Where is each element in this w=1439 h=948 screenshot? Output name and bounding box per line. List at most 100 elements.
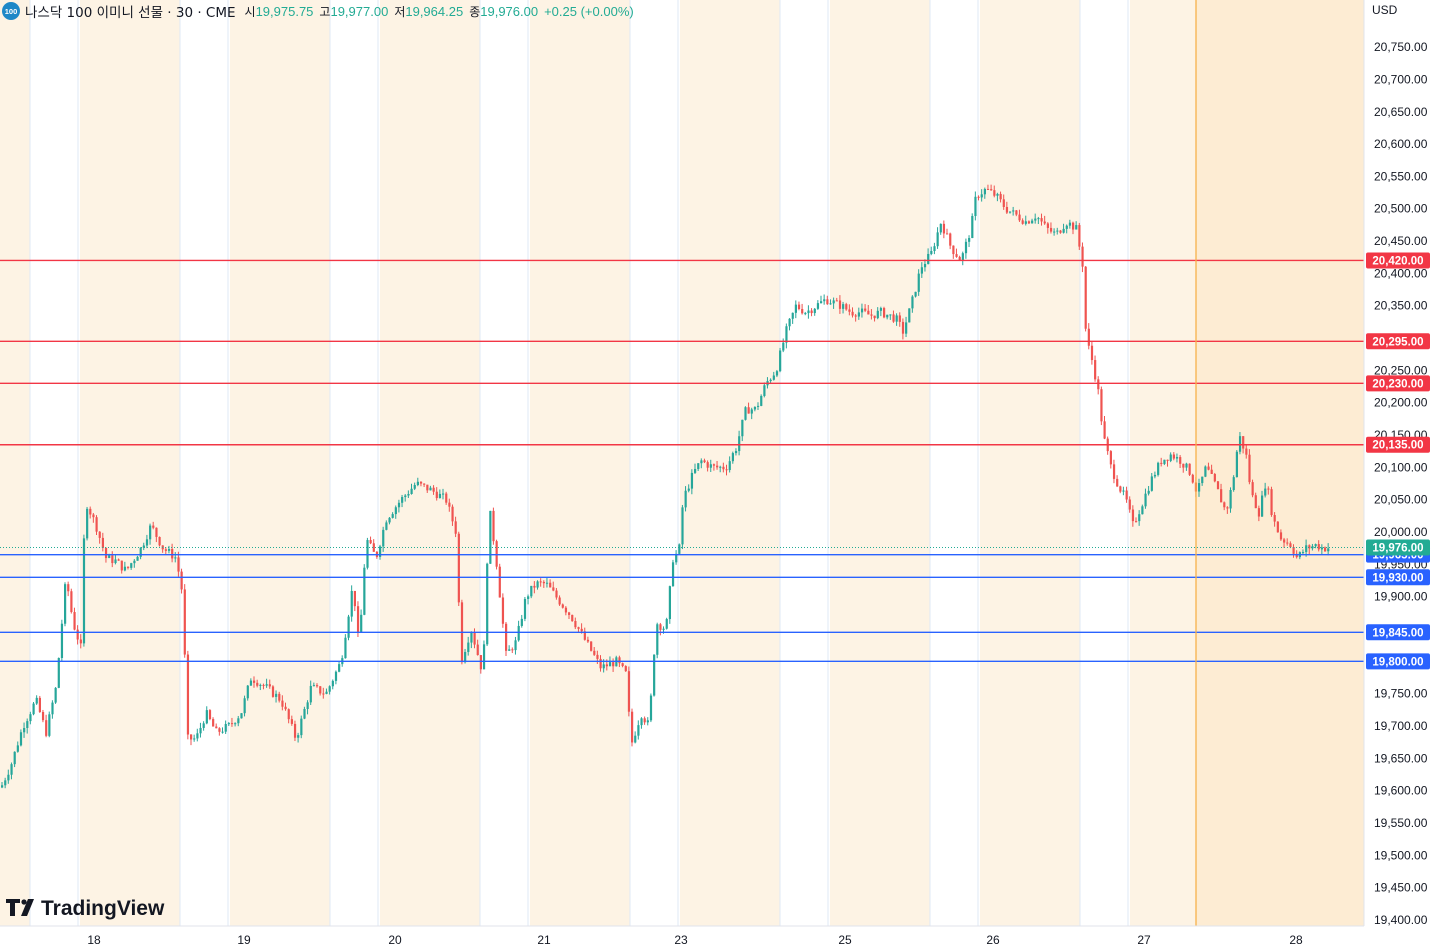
candle	[79, 634, 82, 649]
candle	[725, 464, 728, 476]
candle	[385, 520, 388, 531]
candle	[297, 732, 300, 743]
candle	[155, 527, 158, 543]
candle	[533, 581, 536, 594]
candle	[64, 582, 67, 627]
candle	[952, 245, 955, 259]
candle	[949, 232, 952, 250]
candle	[1216, 480, 1220, 490]
candle	[271, 685, 275, 698]
candle	[886, 314, 889, 320]
candle	[1040, 213, 1043, 226]
candle	[1169, 452, 1172, 463]
candle	[1198, 478, 1201, 497]
candle	[653, 654, 656, 697]
candle	[438, 489, 442, 499]
candle	[1018, 209, 1021, 222]
candle	[785, 323, 788, 349]
candle	[542, 580, 545, 588]
low-label: 저	[394, 4, 406, 19]
current-price-label-box	[1366, 539, 1430, 556]
candle	[171, 543, 174, 563]
candle	[281, 695, 284, 711]
candle	[1122, 486, 1125, 496]
tradingview-logo-text: TradingView	[41, 897, 165, 920]
candle	[826, 295, 829, 305]
candle	[514, 636, 517, 655]
candle	[312, 682, 316, 687]
candle	[89, 506, 92, 519]
candle	[253, 676, 256, 688]
candle	[1128, 496, 1131, 513]
candle	[426, 484, 429, 493]
candle	[631, 708, 634, 747]
candle	[505, 621, 508, 656]
candle	[829, 299, 832, 305]
candle	[958, 255, 961, 261]
candle	[624, 665, 627, 672]
candle	[993, 185, 996, 198]
candle	[145, 534, 149, 549]
candle	[1012, 206, 1015, 216]
symbol-badge-icon: 100	[2, 2, 20, 20]
candle	[221, 727, 224, 734]
date-tick-label: 23	[674, 933, 688, 947]
candle	[1021, 218, 1024, 225]
candle	[1213, 472, 1216, 483]
candle	[60, 619, 64, 662]
low-value: 19,964.25	[405, 3, 464, 19]
candle	[1324, 546, 1327, 552]
candle	[208, 709, 212, 721]
candle	[838, 295, 842, 314]
candle	[445, 491, 448, 505]
candle	[1144, 488, 1147, 509]
candle	[1081, 242, 1084, 273]
candle	[262, 683, 265, 690]
symbol-title[interactable]: 나스닥 100 이미니 선물 · 30 · CME	[25, 5, 236, 21]
candle	[1251, 479, 1254, 498]
candle	[1087, 323, 1090, 350]
price-axis[interactable]: USD 19,400.00 19,450.00 19,500.00 19,550.00…	[1363, 0, 1439, 948]
candle	[779, 347, 782, 373]
candle	[757, 402, 760, 411]
price-tick-label: 20,050.00	[1374, 493, 1428, 507]
candle	[1191, 473, 1194, 484]
candle	[1292, 544, 1295, 558]
candle	[1116, 475, 1119, 488]
candle	[986, 184, 990, 190]
candle	[892, 310, 895, 323]
high-value: 19,977.00	[330, 3, 389, 19]
candle	[41, 709, 45, 723]
candle	[621, 662, 624, 668]
candle	[552, 581, 555, 592]
candle	[898, 312, 901, 327]
candle	[180, 568, 183, 594]
resistance-level-label-box	[1366, 252, 1430, 269]
price-tick-label: 19,650.00	[1374, 751, 1428, 765]
candle	[545, 577, 549, 588]
candle	[1235, 450, 1238, 478]
candle	[911, 295, 914, 313]
time-axis[interactable]: 18 19 20 21 23 25 26 27 28	[0, 925, 1364, 947]
candle	[391, 512, 394, 519]
candle	[520, 614, 523, 628]
price-tick-label: 20,600.00	[1374, 137, 1428, 151]
candle	[848, 304, 851, 316]
candle	[350, 585, 353, 622]
candle	[927, 248, 930, 265]
candle	[300, 715, 303, 739]
candle	[1226, 506, 1229, 514]
candle	[1204, 465, 1207, 478]
candle	[590, 641, 593, 652]
candle	[328, 685, 331, 695]
candle	[977, 195, 980, 201]
candle	[968, 235, 971, 248]
price-tick-label: 19,400.00	[1374, 913, 1428, 927]
candle	[268, 679, 271, 689]
date-tick-label: 20	[388, 933, 402, 947]
candle	[278, 691, 281, 703]
candle	[183, 584, 186, 658]
candle	[19, 729, 23, 747]
